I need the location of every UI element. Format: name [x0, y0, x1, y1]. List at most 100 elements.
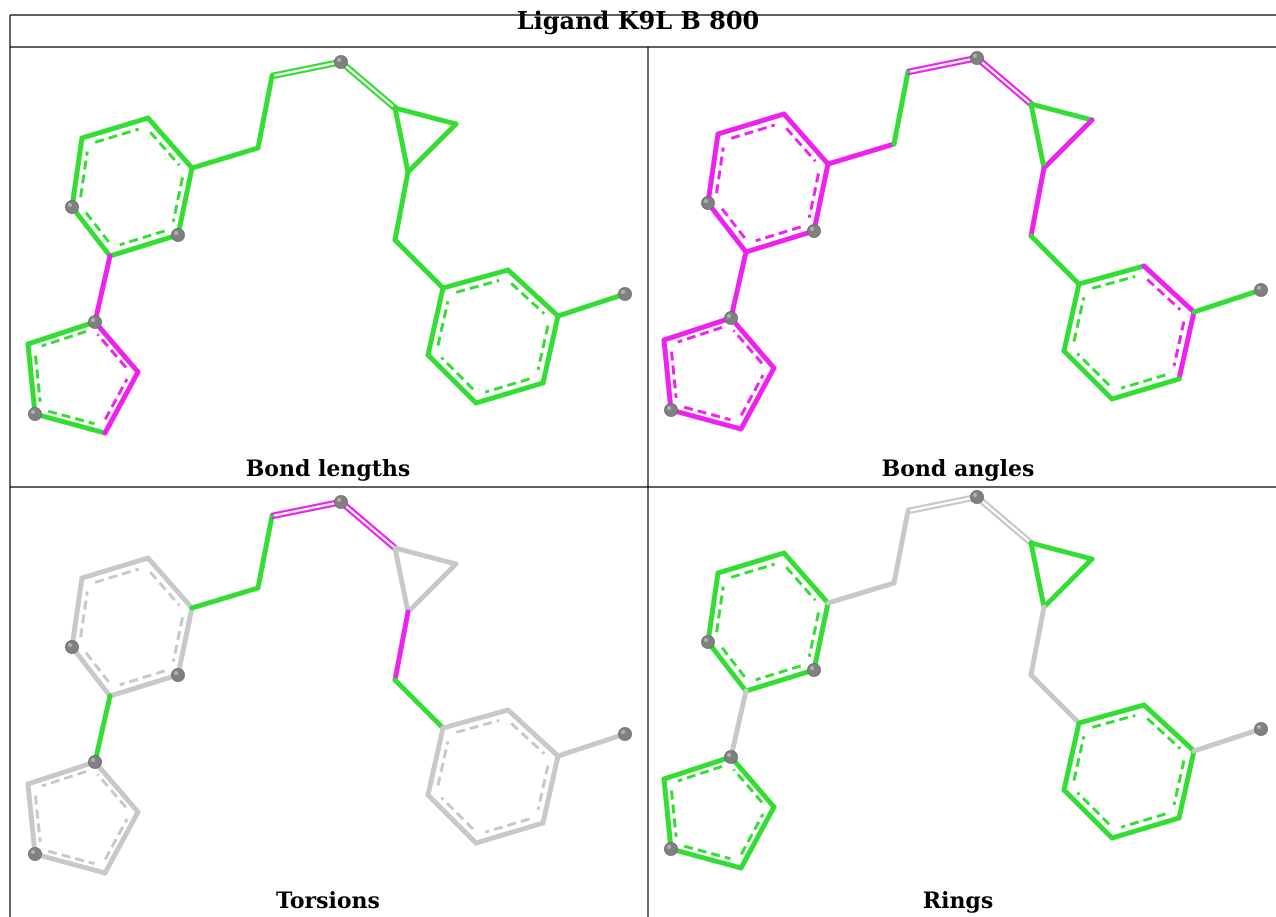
- atom-sphere: [664, 403, 678, 417]
- bond-line: [25, 341, 38, 417]
- molecule-structure: [25, 55, 632, 436]
- aromatic-dash: [1172, 321, 1186, 367]
- bond-line: [540, 753, 561, 826]
- aromatic-dash: [683, 844, 731, 861]
- atom-highlight: [1257, 286, 1261, 290]
- bond-line: [825, 580, 897, 606]
- bond-line: [425, 285, 446, 358]
- aromatic-dash: [79, 151, 89, 198]
- bond-line: [341, 59, 398, 108]
- bond-line: [145, 115, 195, 171]
- aromatic-dash: [1072, 296, 1086, 342]
- bond-line: [392, 609, 411, 683]
- bond-line: [392, 545, 411, 615]
- bond-line: [175, 165, 195, 238]
- aromatic-dash: [94, 567, 140, 584]
- bond-line: [79, 555, 151, 581]
- caption-torsions: Torsions: [276, 888, 380, 914]
- atom-highlight: [68, 203, 72, 207]
- bond-line: [25, 319, 98, 347]
- bond-line: [1141, 263, 1197, 315]
- aromatic-dash: [1120, 812, 1166, 829]
- atom-highlight: [667, 845, 671, 849]
- bond-line: [715, 111, 787, 137]
- bond-line: [825, 141, 897, 167]
- atom-sphere: [334, 495, 348, 509]
- aromatic-dash: [484, 817, 530, 834]
- aromatic-dash: [1091, 274, 1136, 290]
- bond-line: [974, 58, 1031, 107]
- panel-rings: [661, 490, 1268, 871]
- atom-sphere: [724, 750, 738, 764]
- bond-line: [555, 731, 628, 759]
- aromatic-dash: [94, 127, 140, 144]
- bond-line: [555, 291, 628, 319]
- bond-line: [743, 667, 817, 694]
- bond-line: [405, 561, 459, 615]
- bond-line: [102, 809, 141, 876]
- atom-sphere: [171, 228, 185, 242]
- bond-line: [540, 313, 561, 386]
- atom-highlight: [31, 410, 35, 414]
- atom-sphere: [65, 200, 79, 214]
- aromatic-dash: [1146, 278, 1182, 311]
- bond-line: [270, 498, 342, 515]
- aromatic-dash: [730, 562, 776, 579]
- atom-highlight: [973, 493, 977, 497]
- bond-line: [661, 776, 674, 852]
- aromatic-dash: [171, 617, 184, 663]
- aromatic-dash: [96, 333, 128, 369]
- aromatic-dash: [718, 643, 746, 678]
- molecule-structure: [25, 495, 632, 876]
- aromatic-dash: [785, 127, 817, 163]
- atom-sphere: [28, 847, 42, 861]
- bond-line: [440, 267, 511, 291]
- atom-highlight: [91, 758, 95, 762]
- atom-highlight: [704, 199, 708, 203]
- atom-sphere: [88, 315, 102, 329]
- atom-highlight: [68, 643, 72, 647]
- bond-line: [891, 508, 911, 586]
- bond-line: [440, 707, 511, 731]
- aromatic-dash: [82, 208, 110, 243]
- aromatic-dash: [510, 722, 546, 755]
- bond-line: [661, 337, 674, 413]
- aromatic-dash: [119, 669, 166, 687]
- atom-sphere: [88, 755, 102, 769]
- aromatic-dash: [785, 566, 817, 602]
- atom-highlight: [31, 850, 35, 854]
- aromatic-dash: [755, 225, 802, 243]
- bond-line: [1028, 672, 1082, 726]
- bond-line: [145, 555, 195, 611]
- atom-highlight: [704, 638, 708, 642]
- bond-line: [425, 725, 446, 798]
- aromatic-dash: [82, 648, 110, 683]
- aromatic-dash: [1076, 352, 1111, 387]
- bond-line: [1028, 604, 1047, 678]
- aromatic-dash: [149, 131, 181, 167]
- bond-line: [661, 754, 734, 782]
- atom-sphere: [664, 842, 678, 856]
- bond-line: [1076, 263, 1147, 287]
- aromatic-dash: [510, 282, 546, 315]
- bond-line: [738, 804, 777, 871]
- caption-bond-lengths: Bond lengths: [245, 456, 411, 482]
- aromatic-dash: [440, 796, 475, 831]
- caption-rings: Rings: [922, 888, 994, 914]
- atom-highlight: [337, 498, 341, 502]
- bond-line: [1176, 748, 1197, 821]
- aromatic-dash: [119, 229, 166, 247]
- atom-highlight: [727, 314, 731, 318]
- bond-line: [1191, 726, 1264, 754]
- bond-line: [92, 253, 113, 325]
- bond-line: [1028, 233, 1082, 287]
- bond-line: [715, 550, 787, 576]
- bond-line: [1041, 556, 1095, 610]
- caption-bond-angles: Bond angles: [881, 456, 1035, 482]
- aromatic-dash: [440, 356, 475, 391]
- atom-sphere: [171, 668, 185, 682]
- bond-line: [392, 169, 411, 243]
- aromatic-dash: [1172, 760, 1186, 806]
- bond-line: [1028, 540, 1095, 562]
